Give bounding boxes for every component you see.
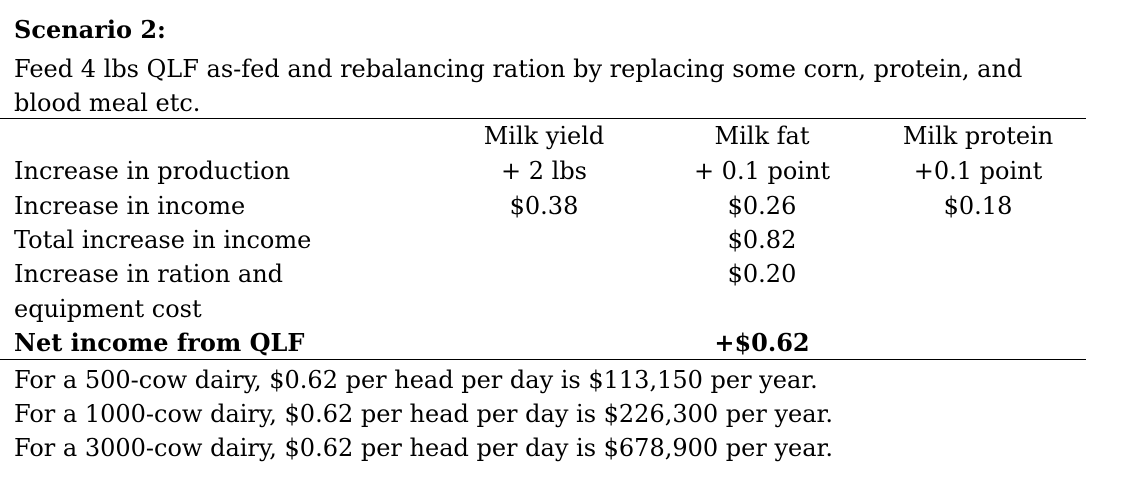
income-milk-protein: $0.18 [943, 192, 1013, 220]
scenario-title: Scenario 2: [14, 15, 166, 44]
production-milk-fat: + 0.1 point [693, 157, 831, 185]
production-milk-protein: +0.1 point [913, 157, 1043, 185]
column-header-milk-yield: Milk yield [483, 122, 605, 150]
row-label-ration-cost-line-1: Increase in ration and [14, 260, 284, 288]
description-line-1: Feed 4 lbs QLF as-fed and rebalancing ra… [14, 55, 1023, 83]
row-label-net-income: Net income from QLF [14, 328, 305, 357]
row-label-production: Increase in production [14, 157, 291, 185]
description-line-2: blood meal etc. [14, 89, 201, 117]
ration-cost-value: $0.20 [727, 260, 797, 288]
row-label-income: Increase in income [14, 192, 246, 220]
net-income-value: +$0.62 [714, 328, 810, 357]
column-header-milk-fat: Milk fat [714, 122, 810, 150]
income-milk-yield: $0.38 [509, 192, 579, 220]
scenario-description: Feed 4 lbs QLF as-fed and rebalancing ra… [14, 52, 1114, 120]
table-top-rule [0, 118, 1086, 119]
row-label-ration-cost-line-2: equipment cost [14, 295, 202, 323]
note-3000-cow: For a 3000-cow dairy, $0.62 per head per… [14, 434, 833, 462]
table-bottom-rule [0, 359, 1086, 360]
income-milk-fat: $0.26 [727, 192, 797, 220]
note-500-cow: For a 500-cow dairy, $0.62 per head per … [14, 366, 818, 394]
column-header-milk-protein: Milk protein [902, 122, 1054, 150]
total-income-value: $0.82 [727, 226, 797, 254]
note-1000-cow: For a 1000-cow dairy, $0.62 per head per… [14, 400, 833, 428]
row-label-total-income: Total increase in income [14, 226, 312, 254]
production-milk-yield: + 2 lbs [501, 157, 587, 185]
